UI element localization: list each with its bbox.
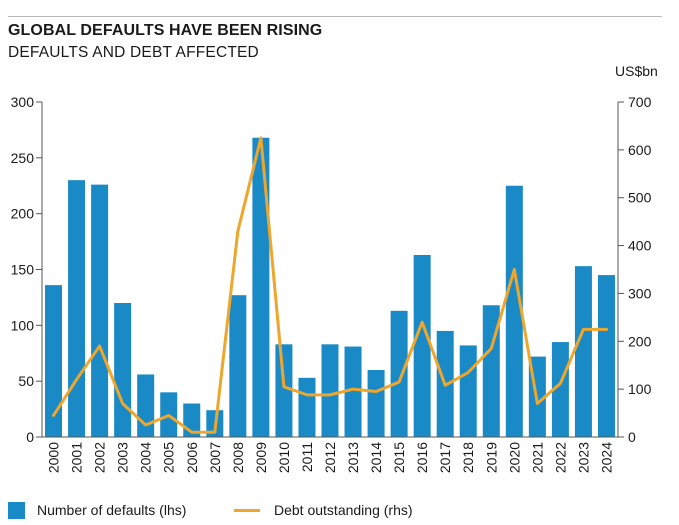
x-tick-label-2017: 2017: [437, 442, 453, 473]
right-axis: 0 100 200 300 400 500 600 700: [617, 94, 652, 445]
left-tick-label-250: 250: [11, 150, 35, 166]
right-tick-label-700: 700: [628, 94, 652, 110]
x-tick-label-2002: 2002: [92, 442, 108, 473]
left-tick-label-0: 0: [26, 429, 34, 445]
x-tick-label-2020: 2020: [506, 442, 522, 473]
top-rule: [8, 16, 662, 17]
x-tick-label-2000: 2000: [46, 442, 62, 473]
chart-subtitle: DEFAULTS AND DEBT AFFECTED: [8, 44, 259, 61]
x-tick-label-2022: 2022: [552, 442, 568, 473]
bar-2002: [91, 184, 109, 437]
x-tick-label-2008: 2008: [230, 442, 246, 473]
right-tick-label-100: 100: [628, 381, 652, 397]
bar-2008: [229, 295, 247, 437]
bar-2016: [413, 254, 431, 437]
bar-2022: [551, 342, 569, 437]
legend-label-defaults: Number of defaults (lhs): [37, 502, 187, 518]
legend-label-debt: Debt outstanding (rhs): [274, 502, 413, 518]
x-tick-label-2004: 2004: [138, 442, 154, 473]
x-tick-label-2014: 2014: [368, 442, 384, 473]
x-tick-label-2001: 2001: [69, 442, 85, 473]
x-tick-label-2010: 2010: [276, 442, 292, 473]
bar-2003: [114, 303, 132, 437]
right-tick-label-500: 500: [628, 190, 652, 206]
chart-title: GLOBAL DEFAULTS HAVE BEEN RISING: [8, 22, 323, 39]
bar-2011: [298, 377, 316, 437]
x-tick-label-2024: 2024: [598, 442, 614, 473]
x-tick-label-2016: 2016: [414, 442, 430, 473]
x-tick-label-2003: 2003: [115, 442, 131, 473]
right-axis-unit-label: US$bn: [615, 63, 658, 79]
bar-2015: [390, 310, 408, 437]
x-axis: 2000 2001 2002 2003 2004 2005 2006 2007 2008 2009…: [42, 436, 618, 473]
bar-2000: [45, 285, 63, 437]
bar-2001: [68, 180, 86, 437]
right-tick-label-300: 300: [628, 285, 652, 301]
x-tick-label-2018: 2018: [460, 442, 476, 473]
left-tick-label-200: 200: [11, 206, 35, 222]
x-tick-label-2012: 2012: [322, 442, 338, 473]
legend-item-defaults: Number of defaults (lhs): [8, 498, 186, 522]
bar-2013: [344, 346, 362, 437]
right-tick-label-600: 600: [628, 142, 652, 158]
x-tick-label-2023: 2023: [575, 442, 591, 473]
x-tick-label-2006: 2006: [184, 442, 200, 473]
bar-2014: [367, 370, 385, 437]
x-tick-label-2021: 2021: [529, 442, 545, 473]
right-tick-label-200: 200: [628, 333, 652, 349]
x-tick-label-2015: 2015: [391, 442, 407, 473]
left-tick-label-150: 150: [11, 262, 35, 278]
bar-2018: [459, 345, 477, 437]
left-axis: 0 50 100 150 200 250 300: [11, 94, 43, 445]
x-tick-label-2007: 2007: [207, 442, 223, 473]
left-tick-label-300: 300: [11, 94, 35, 110]
bar-2023: [574, 266, 592, 437]
legend: Number of defaults (lhs) Debt outstandin…: [8, 498, 668, 522]
legend-swatch-line: [234, 508, 260, 512]
line-series-debt: [52, 136, 608, 434]
legend-swatch-bar: [8, 501, 25, 519]
bar-2020: [505, 185, 523, 437]
bar-2024: [597, 275, 615, 437]
right-tick-label-0: 0: [628, 429, 636, 445]
bar-2012: [321, 344, 339, 437]
bar-series-defaults: [45, 137, 615, 437]
bar-2004: [137, 374, 155, 437]
bar-2009: [252, 137, 270, 437]
x-tick-label-2005: 2005: [161, 442, 177, 473]
left-tick-label-100: 100: [11, 317, 35, 333]
x-tick-label-2009: 2009: [253, 442, 269, 473]
x-tick-label-2011: 2011: [299, 442, 315, 472]
x-tick-label-2013: 2013: [345, 442, 361, 473]
chart-canvas: 0 50 100 150 200 250 300 0 100 200 300 400 500 600 70…: [11, 63, 658, 473]
right-tick-label-400: 400: [628, 238, 652, 254]
legend-item-debt: Debt outstanding (rhs): [234, 498, 413, 522]
left-tick-label-50: 50: [18, 373, 34, 389]
bar-2010: [275, 344, 293, 437]
x-tick-label-2019: 2019: [483, 442, 499, 473]
